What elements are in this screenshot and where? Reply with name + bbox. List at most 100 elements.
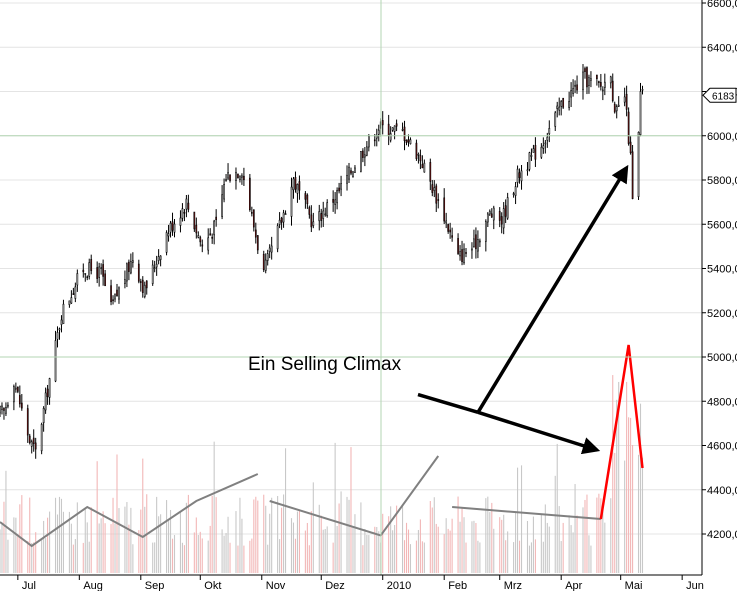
last-value-marker: 6183: [702, 87, 737, 103]
candle-body: [415, 142, 418, 159]
volume-bar: [158, 516, 160, 573]
y-tick-label: 6000,0: [707, 131, 737, 143]
volume-bar: [318, 504, 320, 573]
candle-body: [391, 127, 394, 131]
volume-bar: [354, 514, 356, 573]
volume-trendline: [269, 455, 440, 537]
candle-body: [40, 424, 43, 452]
candle-body: [34, 442, 37, 450]
volume-bar: [166, 500, 168, 573]
volume-bar: [199, 531, 201, 573]
candle-body: [560, 101, 563, 107]
volume-bar: [72, 544, 74, 573]
candle-body: [165, 232, 168, 253]
volume-bar: [558, 506, 560, 573]
candle-body: [500, 216, 503, 225]
volume-bar: [152, 542, 154, 573]
volume-bar: [144, 506, 146, 573]
candle-body: [256, 235, 259, 251]
candle-body: [542, 145, 545, 149]
volume-bar: [29, 497, 31, 573]
candle-body: [296, 184, 299, 194]
candle-body: [401, 129, 404, 131]
candle-body: [292, 178, 295, 191]
candle-body: [15, 387, 17, 390]
candle-body: [262, 253, 265, 271]
volume-bar: [292, 522, 295, 573]
candle-body: [324, 213, 327, 216]
volume-bar: [279, 539, 281, 573]
volume-bar: [489, 512, 491, 573]
volume-bar: [227, 516, 229, 573]
volume-bar: [308, 545, 310, 573]
volume-bar: [570, 525, 572, 573]
candle-body: [350, 170, 352, 174]
candle-body: [421, 164, 424, 169]
candle-body: [504, 205, 507, 217]
candle-body: [1, 405, 3, 410]
volume-bar: [110, 524, 112, 573]
volume-bar: [546, 522, 548, 573]
candle-body: [82, 269, 85, 273]
volume-bar: [473, 520, 475, 573]
volume-bar: [423, 542, 425, 573]
candle-body: [373, 139, 376, 142]
candle-body: [532, 148, 535, 153]
candle-body: [338, 187, 340, 192]
candle-body: [447, 224, 450, 232]
candle-body: [518, 172, 521, 178]
candle-body: [128, 261, 130, 272]
volume-bar: [479, 542, 481, 573]
volume-bar: [403, 540, 406, 573]
volume-bar: [221, 529, 223, 573]
volume-bar: [60, 498, 63, 573]
candle-body: [280, 217, 283, 223]
candle-body: [514, 186, 517, 196]
candle-body: [173, 223, 176, 233]
candle-body: [5, 406, 7, 414]
volume-bar: [17, 534, 19, 573]
volume-bar: [76, 502, 78, 573]
candle-body: [473, 238, 475, 247]
volume-bar: [449, 530, 451, 573]
volume-bar: [70, 523, 72, 573]
volume-trendline: [452, 506, 601, 520]
volume-bar: [459, 521, 461, 573]
volume-bar: [140, 509, 142, 573]
volume-bar: [277, 496, 279, 573]
volume-bar: [207, 540, 209, 573]
volume-bar: [128, 524, 130, 573]
candle-body: [641, 89, 644, 91]
y-tick-label: 6600,0: [707, 0, 737, 10]
volume-bar: [409, 544, 412, 573]
volume-bar: [104, 523, 106, 573]
candle-body: [336, 190, 338, 204]
volume-bar: [378, 531, 380, 573]
volume-bar: [90, 507, 92, 573]
candle-body: [7, 404, 9, 407]
candle-body: [576, 84, 578, 91]
candle-body: [76, 273, 79, 286]
volume-bar: [556, 443, 558, 573]
candle-body: [381, 120, 384, 126]
y-tick-label: 4200,0: [707, 529, 737, 541]
volume-bar: [62, 511, 65, 573]
candle-body: [249, 177, 251, 211]
candle-body: [13, 386, 15, 403]
last-value-label: 6183: [712, 91, 735, 102]
volume-bar: [433, 497, 435, 573]
volume-bar: [461, 508, 463, 573]
y-tick-label: 4800,0: [707, 396, 737, 408]
volume-bar: [532, 516, 534, 573]
candle-body: [290, 186, 293, 217]
volume-bar: [197, 535, 199, 573]
candle-body: [588, 77, 590, 86]
x-tick-label: Sep: [145, 580, 165, 591]
volume-bar: [35, 532, 37, 573]
volume-bar: [374, 526, 376, 573]
x-tick-label: Aug: [83, 580, 103, 591]
volume-bar: [58, 496, 61, 573]
volume-bar: [298, 510, 300, 573]
candle-body: [44, 392, 47, 411]
candle-body: [153, 267, 156, 269]
